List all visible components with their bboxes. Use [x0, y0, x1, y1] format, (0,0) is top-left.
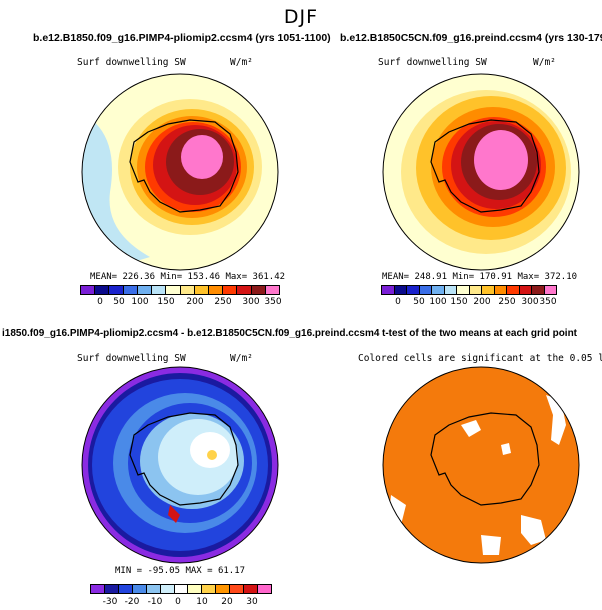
- panel-2-stats: MEAN= 248.91 Min= 170.91 Max= 372.10: [382, 272, 578, 282]
- panel-2-title: b.e12.B1850C5CN.f09_g16.preind.ccsm4 (yr…: [340, 32, 602, 44]
- tick: -20: [124, 597, 140, 607]
- tick: 250: [214, 297, 232, 307]
- panel-3-stats: MIN = -95.05 MAX = 61.17: [115, 566, 246, 576]
- tick: 250: [498, 297, 516, 307]
- panel-1-colorbar-ticks: 0 50 100 150 200 250 300 350: [80, 297, 282, 309]
- tick: 300: [521, 297, 539, 307]
- panel-2-colorbar: [381, 285, 557, 295]
- tick: 200: [186, 297, 204, 307]
- panel-1-map: [81, 73, 279, 271]
- tick: 0: [175, 597, 181, 607]
- tick: 300: [242, 297, 260, 307]
- panel-3-map: [81, 366, 279, 564]
- panel-3-variable: Surf downwelling SW: [77, 353, 186, 364]
- panel-4-map: [382, 366, 580, 564]
- panel-3-colorbar-ticks: -30 -20 -10 0 10 20 30: [90, 597, 272, 609]
- panel-2-variable: Surf downwelling SW: [378, 57, 487, 68]
- tick: 20: [221, 597, 233, 607]
- panel-1-title: b.e12.B1850.f09_g16.PIMP4-pliomip2.ccsm4…: [33, 32, 331, 44]
- tick: -10: [147, 597, 163, 607]
- panel-1-variable: Surf downwelling SW: [77, 57, 186, 68]
- page-title: DJF: [283, 6, 319, 28]
- panel-3-units: W/m²: [230, 353, 253, 364]
- tick: 50: [413, 297, 425, 307]
- panel-3-colorbar: [90, 584, 272, 594]
- panel-3-title: i1850.f09_g16.PIMP4-pliomip2.ccsm4 - b.e…: [2, 328, 380, 339]
- tick: 150: [450, 297, 468, 307]
- tick: 150: [157, 297, 175, 307]
- tick: 0: [395, 297, 401, 307]
- tick: 350: [264, 297, 282, 307]
- tick: 200: [473, 297, 491, 307]
- tick: 350: [539, 297, 557, 307]
- panel-1-stats: MEAN= 226.36 Min= 153.46 Max= 361.42: [90, 272, 286, 282]
- tick: 10: [196, 597, 208, 607]
- tick: 0: [97, 297, 103, 307]
- tick: 30: [246, 597, 258, 607]
- panel-1-units: W/m²: [230, 57, 253, 68]
- panel-2-colorbar-ticks: 0 50 100 150 200 250 300 350: [381, 297, 557, 309]
- panel-4-title: t-test of the two means at each grid poi…: [382, 328, 578, 339]
- tick: 100: [131, 297, 149, 307]
- panel-2-units: W/m²: [533, 57, 556, 68]
- tick: 100: [429, 297, 447, 307]
- panel-4-subtitle: Colored cells are significant at the 0.0…: [358, 353, 602, 364]
- panel-2-map: [382, 73, 580, 271]
- tick: -30: [102, 597, 118, 607]
- panel-1-colorbar: [80, 285, 280, 295]
- tick: 50: [113, 297, 125, 307]
